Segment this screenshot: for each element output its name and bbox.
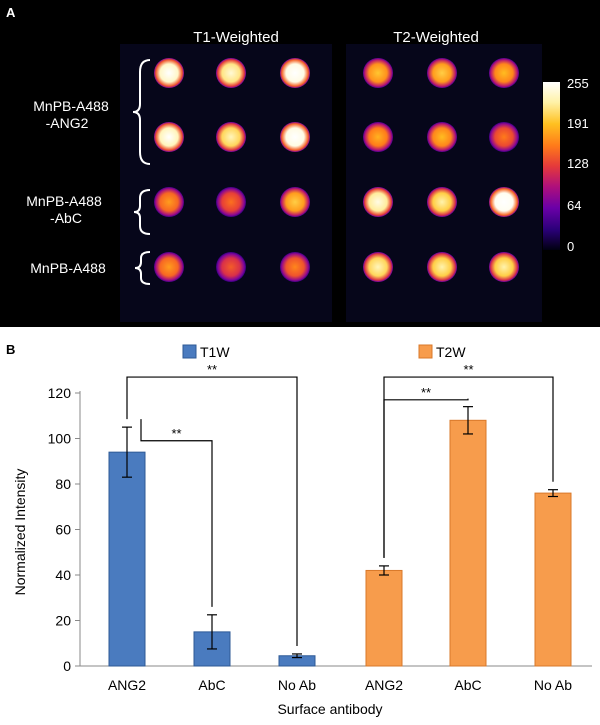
mri-wells	[154, 58, 519, 282]
colorbar	[543, 82, 560, 250]
legend-swatch-t1w	[182, 344, 197, 359]
mri-well	[216, 252, 246, 282]
significance-bracket	[126, 376, 298, 646]
x-tick-label: AbC	[454, 677, 481, 693]
mri-well	[154, 187, 184, 217]
mri-well	[363, 187, 393, 217]
x-tick-label: No Ab	[278, 677, 316, 693]
mri-well	[427, 122, 457, 152]
panel-a-mri-images: A T1-Weighted T2-Weighted MnPB-A488 -ANG…	[0, 0, 600, 327]
x-tick-label: No Ab	[534, 677, 572, 693]
x-tick-label: ANG2	[108, 677, 146, 693]
y-tick-label: 120	[48, 385, 72, 401]
y-tick-label: 60	[55, 522, 71, 538]
mri-well	[216, 58, 246, 88]
x-axis-label: Surface antibody	[277, 701, 382, 717]
mri-well	[427, 58, 457, 88]
significance-label: **	[463, 362, 473, 377]
mri-well	[489, 58, 519, 88]
colorbar-tick-0: 0	[567, 239, 574, 254]
significance-label: **	[421, 385, 431, 400]
mri-well	[216, 122, 246, 152]
mri-well	[154, 58, 184, 88]
row-label-ang2-line1: MnPB-A488	[33, 98, 109, 114]
mri-well	[489, 252, 519, 282]
colorbar-tick-128: 128	[567, 156, 589, 171]
bar-t2w-no-ab	[534, 492, 572, 667]
bar-t2w-ang2	[365, 569, 403, 667]
t1-column-title: T1-Weighted	[193, 29, 279, 46]
mri-well	[280, 58, 310, 88]
panel-b-bar-chart: B T1W T2W Normalized Intensity Surface a…	[0, 338, 600, 720]
y-axis-label: Normalized Intensity	[12, 469, 28, 596]
mri-well	[363, 58, 393, 88]
row-label-ang2-line2: -ANG2	[46, 115, 89, 131]
row-label-plain: MnPB-A488	[30, 260, 106, 276]
mri-well	[489, 122, 519, 152]
y-tick-label: 20	[55, 613, 71, 629]
legend-label-t1w: T1W	[200, 344, 230, 360]
mri-well	[363, 122, 393, 152]
legend-label-t2w: T2W	[436, 344, 466, 360]
y-tick-label: 100	[48, 431, 72, 447]
significance-label: **	[171, 426, 181, 441]
row-label-abc-line1: MnPB-A488	[26, 193, 102, 209]
mri-well	[363, 252, 393, 282]
t2-column-title: T2-Weighted	[393, 29, 479, 46]
row-bracket-plain	[134, 251, 151, 285]
legend-swatch-t2w	[418, 344, 433, 359]
mri-well	[154, 252, 184, 282]
mri-well	[280, 252, 310, 282]
mri-well	[427, 252, 457, 282]
bar-t2w-abc	[449, 419, 487, 667]
y-tick-label: 80	[55, 476, 71, 492]
mri-well	[489, 187, 519, 217]
bar-chart: B T1W T2W Normalized Intensity Surface a…	[6, 342, 592, 717]
x-tick-label: AbC	[198, 677, 225, 693]
panel-a-letter: A	[6, 5, 16, 20]
y-tick-label: 0	[63, 658, 71, 674]
significance-bracket	[383, 376, 554, 558]
panel-b-letter: B	[6, 342, 15, 357]
significance-bracket	[140, 419, 213, 607]
bar-t1w-ang2	[108, 451, 146, 667]
y-tick-label: 40	[55, 567, 71, 583]
colorbar-tick-191: 191	[567, 116, 589, 131]
mri-well	[280, 122, 310, 152]
row-bracket-ang2	[132, 59, 151, 165]
mri-well	[154, 122, 184, 152]
x-tick-label: ANG2	[365, 677, 403, 693]
significance-label: **	[207, 362, 217, 377]
chart-marks: 0 20 40 60 80 100 120 ANG2 AbC No Ab ANG2 AbC No Ab *…	[48, 362, 592, 693]
colorbar-tick-64: 64	[567, 198, 581, 213]
mri-well	[280, 187, 310, 217]
mri-figure: A T1-Weighted T2-Weighted MnPB-A488 -ANG…	[6, 5, 589, 322]
mri-well	[216, 187, 246, 217]
row-bracket-abc	[133, 189, 151, 235]
row-label-abc-line2: -AbC	[50, 210, 82, 226]
colorbar-tick-255: 255	[567, 76, 589, 91]
mri-well	[427, 187, 457, 217]
